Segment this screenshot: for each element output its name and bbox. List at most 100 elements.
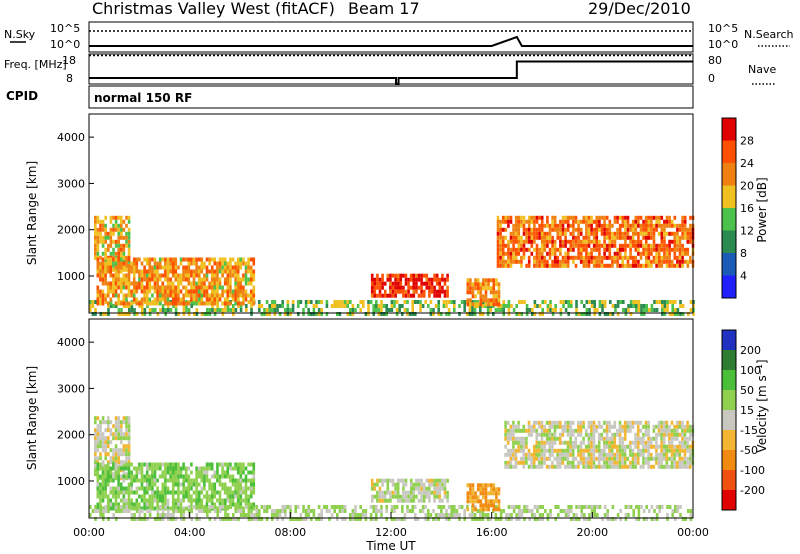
heat-cell: [642, 223, 645, 228]
heat-cell: [660, 428, 663, 433]
heat-cell: [182, 277, 185, 282]
heat-cell: [663, 239, 666, 244]
heat-cell: [127, 227, 131, 232]
heat-cell: [592, 255, 596, 260]
heat-cell: [652, 255, 656, 260]
heat-cell: [216, 308, 219, 312]
heat-cell: [636, 456, 640, 461]
heat-cell: [548, 247, 552, 252]
heat-cell: [376, 494, 379, 499]
heat-cell: [574, 428, 578, 433]
heat-cell: [688, 428, 692, 433]
heat-cell: [120, 452, 123, 457]
heat-cell: [603, 460, 606, 465]
heat-cell: [611, 239, 614, 244]
heat-cell: [566, 448, 570, 453]
heat-cell: [179, 498, 183, 503]
heat-cell: [177, 474, 180, 479]
heat-cell: [177, 470, 180, 475]
heat-cell: [125, 432, 128, 437]
heat-cell: [499, 251, 502, 256]
heat-cell: [428, 289, 431, 294]
heat-cell: [411, 509, 414, 513]
heat-cell: [655, 215, 658, 220]
heat-cell: [517, 231, 521, 236]
heat-cell: [469, 491, 472, 496]
heat-cell: [106, 265, 110, 270]
heat-cell: [132, 466, 136, 471]
heat-cell: [627, 505, 630, 509]
heat-cell: [195, 505, 199, 509]
heat-cell: [190, 304, 193, 308]
heat-cell: [187, 308, 191, 312]
heat-cell: [104, 470, 107, 475]
heat-cell: [117, 227, 120, 232]
heat-cell: [140, 466, 144, 471]
heat-cell: [107, 312, 110, 316]
heat-cell: [636, 424, 640, 429]
heat-cell: [441, 486, 444, 491]
heat-cell: [94, 517, 97, 521]
heat-cell: [258, 300, 261, 304]
heat-cell: [540, 243, 544, 248]
heat-cell: [135, 474, 139, 479]
heat-cell: [226, 498, 230, 503]
heat-cell: [320, 312, 323, 316]
heat-cell: [583, 505, 586, 509]
heat-cell: [187, 273, 191, 278]
heat-cell: [169, 301, 172, 306]
heat-cell: [132, 474, 136, 479]
heat-cell: [473, 505, 477, 509]
heat-cell: [603, 452, 606, 457]
heat-cell: [153, 273, 157, 278]
heat-cell: [670, 231, 674, 236]
heat-cell: [213, 470, 217, 475]
heat-cell: [117, 261, 120, 266]
heat-cell: [117, 243, 120, 248]
heat-cell: [681, 464, 684, 469]
heat-cell: [402, 494, 405, 499]
heat-cell: [239, 261, 243, 266]
heat-cell: [551, 448, 554, 453]
heat-cell: [474, 499, 477, 504]
heat-cell: [608, 239, 612, 244]
heat-cell: [535, 464, 539, 469]
heat-cell: [127, 285, 131, 290]
heat-cell: [117, 269, 120, 274]
heat-cell: [109, 478, 113, 483]
heat-cell: [605, 231, 609, 236]
heat-cell: [96, 261, 100, 266]
heat-cell: [236, 301, 240, 306]
heat-cell: [564, 251, 567, 256]
heat-cell: [484, 487, 488, 492]
heat-cell: [148, 281, 152, 286]
heat-cell: [224, 509, 227, 513]
heat-cell: [386, 498, 390, 503]
heat-cell: [665, 255, 669, 260]
heat-cell: [203, 474, 206, 479]
heat-cell: [425, 273, 429, 278]
heat-cell: [590, 444, 593, 449]
heat-cell: [174, 498, 178, 503]
heat-cell: [244, 297, 248, 302]
heat-cell: [564, 440, 567, 445]
heat-cell: [675, 424, 679, 429]
heat-cell: [232, 517, 235, 521]
heat-cell: [179, 506, 183, 511]
heat-cell: [166, 486, 170, 491]
heat-cell: [205, 494, 209, 499]
heat-cell: [132, 261, 136, 266]
heat-cell: [522, 440, 526, 445]
y-tick-label: 2000: [57, 224, 85, 237]
heat-cell: [297, 517, 300, 521]
heat-cell: [236, 277, 240, 282]
heat-cell: [520, 259, 523, 264]
heat-cell: [571, 456, 575, 461]
heat-cell: [393, 304, 396, 308]
heat-cell: [184, 466, 188, 471]
heat-cell: [522, 243, 526, 248]
heat-cell: [546, 243, 549, 248]
heat-cell: [660, 464, 663, 469]
heat-cell: [396, 281, 400, 286]
heat-cell: [663, 231, 666, 236]
